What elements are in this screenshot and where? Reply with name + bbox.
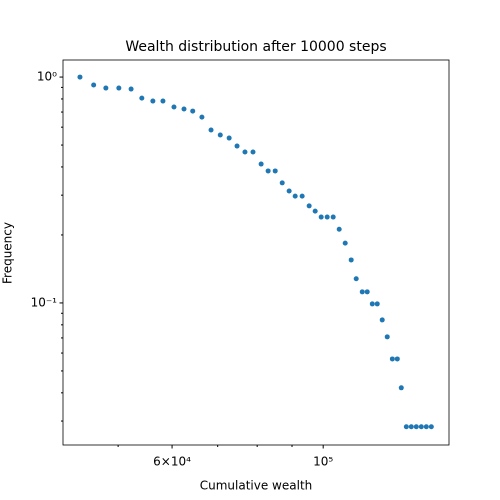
point: [234, 143, 240, 149]
point: [116, 85, 122, 91]
point: [299, 193, 305, 199]
point: [171, 104, 177, 110]
point: [324, 214, 330, 220]
point: [150, 98, 156, 104]
point: [374, 301, 380, 307]
point: [258, 161, 264, 167]
point: [208, 127, 214, 133]
point: [394, 356, 400, 362]
point: [77, 74, 83, 80]
point: [279, 180, 285, 186]
point: [330, 214, 336, 220]
point: [318, 214, 324, 220]
point: [217, 132, 223, 138]
point: [389, 356, 395, 362]
point: [91, 82, 97, 88]
y-axis-label: Frequency: [1, 222, 15, 284]
point: [242, 149, 248, 155]
point: [428, 424, 434, 430]
chart-title: Wealth distribution after 10000 steps: [125, 39, 386, 55]
point: [379, 317, 385, 323]
y-tick-label: 10⁰: [37, 70, 57, 84]
x-axis-label: Cumulative wealth: [200, 479, 313, 493]
point: [292, 193, 298, 199]
point: [160, 98, 166, 104]
point: [139, 95, 145, 101]
point: [403, 424, 409, 430]
x-tick-label: 10⁵: [313, 455, 333, 469]
point: [272, 168, 278, 174]
point: [413, 424, 419, 430]
point: [398, 385, 404, 391]
point: [199, 114, 205, 120]
point: [418, 424, 424, 430]
point: [181, 106, 187, 112]
point: [423, 424, 429, 430]
point: [226, 135, 232, 141]
point: [250, 149, 256, 155]
point: [190, 108, 196, 114]
point: [369, 301, 375, 307]
point: [353, 276, 359, 282]
y-tick-label: 10⁻¹: [31, 295, 58, 309]
point: [342, 240, 348, 246]
point: [265, 168, 271, 174]
point: [286, 188, 292, 194]
point: [359, 289, 365, 295]
point: [384, 334, 390, 340]
x-tick-label: 6×10⁴: [153, 455, 191, 469]
point: [103, 85, 109, 91]
point: [312, 208, 318, 214]
plot-frame: [62, 59, 450, 446]
point: [364, 289, 370, 295]
point: [408, 424, 414, 430]
point: [306, 203, 312, 209]
point: [348, 257, 354, 263]
point: [128, 86, 134, 92]
point: [336, 226, 342, 232]
